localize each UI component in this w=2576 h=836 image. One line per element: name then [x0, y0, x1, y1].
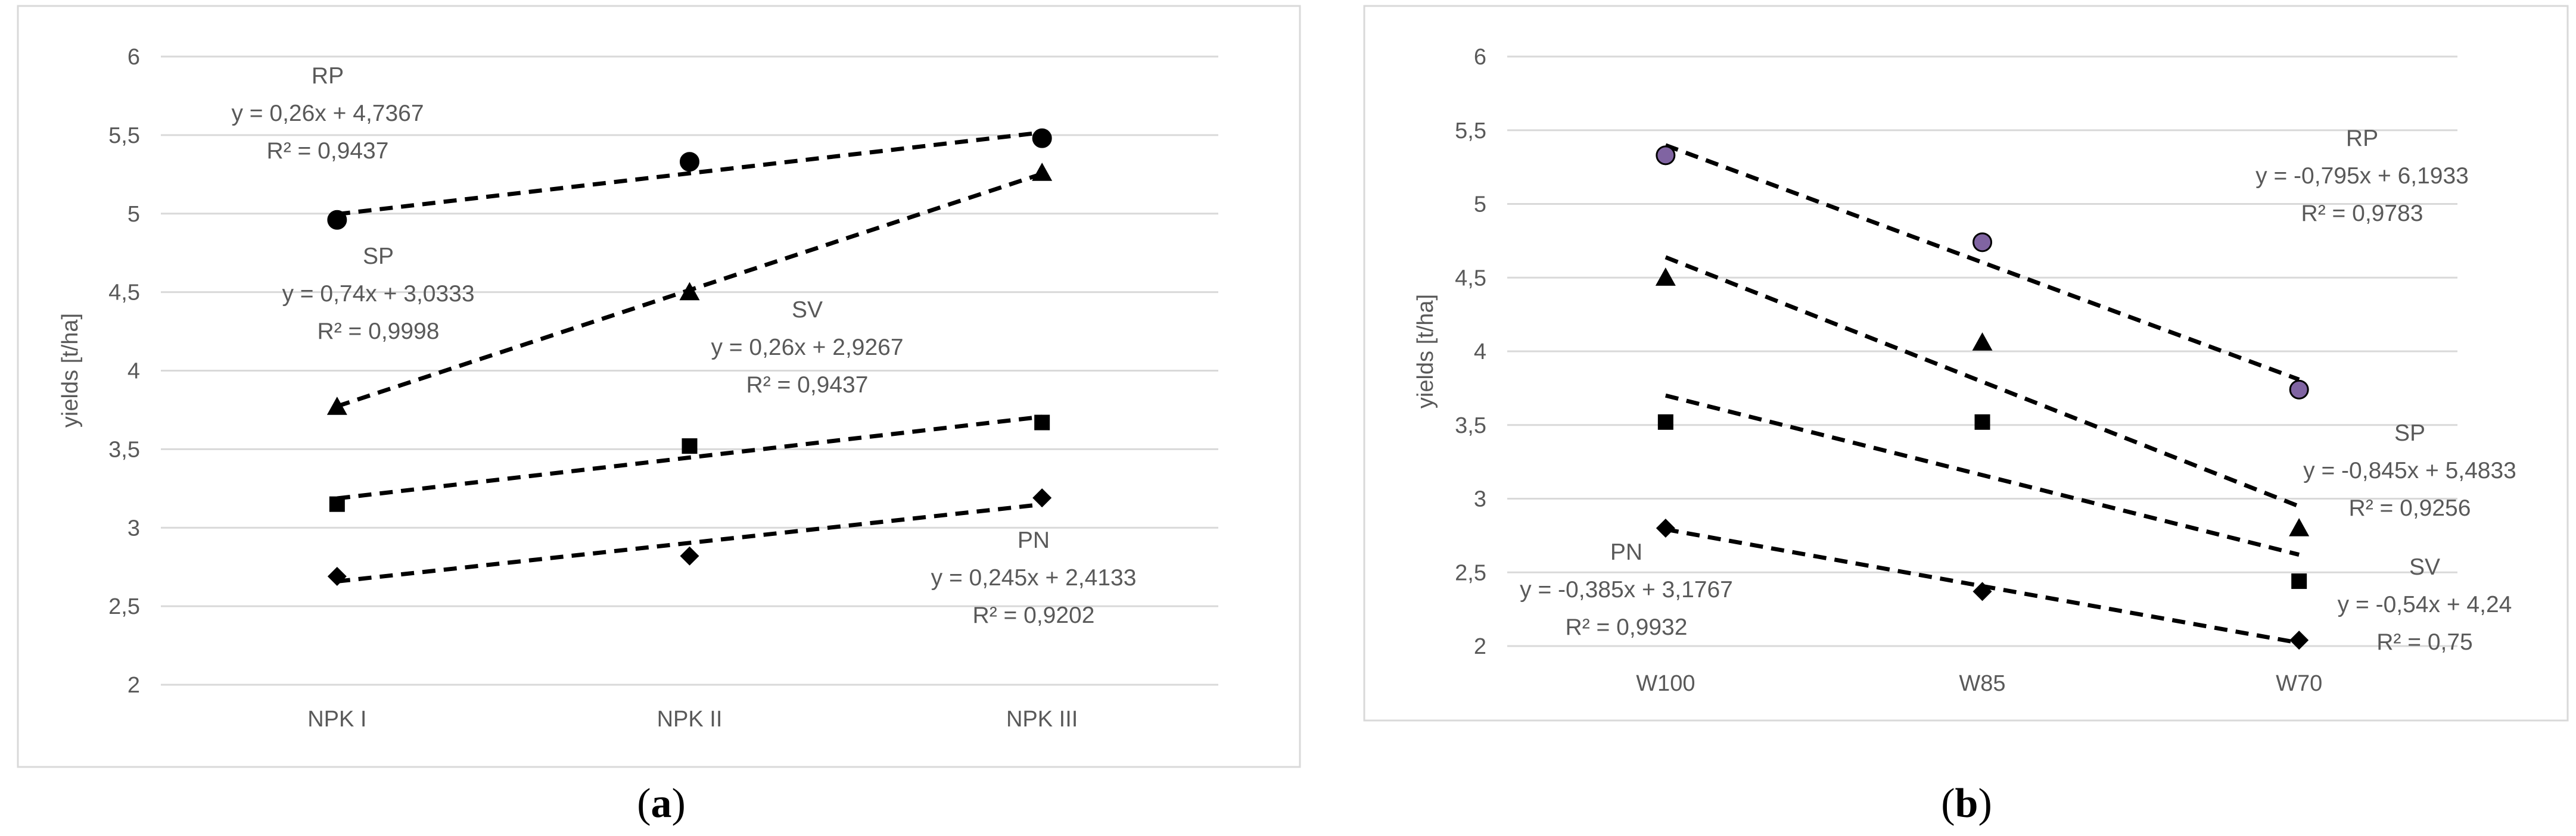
trend-r2-sv: R² = 0,9437	[746, 372, 869, 398]
point-sp	[2289, 518, 2310, 536]
trend-r2-pn: R² = 0,9932	[1566, 614, 1688, 640]
point-sp	[1655, 267, 1676, 286]
trend-equation-sp: y = 0,74x + 3,0333	[282, 281, 474, 307]
point-sp	[1972, 332, 1993, 351]
trend-equation-sv: y = -0,54x + 4,24	[2338, 592, 2512, 617]
chart-panel-b: 2 2,5 3 3,5 4 4,5 5 5,5 6 W100 W85 W70 yields [t/ha]…	[1363, 5, 2569, 722]
y-axis-label: yields [t/ha]	[1413, 294, 1438, 408]
x-tick-label: W85	[1959, 671, 2005, 696]
point-rp	[2289, 379, 2309, 400]
point-rp	[1656, 145, 1676, 166]
trend-r2-sv: R² = 0,75	[2376, 629, 2473, 655]
y-tick-label: 3,5	[1455, 413, 1486, 438]
point-sp	[679, 282, 700, 301]
trendline-sv	[1665, 393, 2300, 557]
point-sv	[682, 438, 698, 454]
trend-equation-rp: y = 0,26x + 4,7367	[231, 101, 424, 126]
y-tick-label: 3	[127, 516, 140, 541]
point-pn	[680, 546, 699, 566]
y-tick-label: 5,5	[1455, 118, 1486, 144]
x-tick-label: NPK I	[307, 707, 366, 732]
point-sp	[326, 397, 347, 415]
trendline-sv	[337, 414, 1043, 501]
trendline-rp	[1665, 143, 2300, 382]
trendline-sp	[1665, 255, 2300, 509]
point-rp	[1032, 128, 1052, 148]
panel-a-caption: (a)	[637, 781, 686, 826]
y-tick-label: 4,5	[1455, 266, 1486, 291]
series-label-sv: SV	[792, 297, 823, 323]
series-label-sp: SP	[363, 244, 394, 269]
y-tick-label: 4,5	[108, 280, 140, 305]
series-label-sp: SP	[2394, 420, 2425, 446]
trend-r2-sp: R² = 0,9256	[2349, 495, 2471, 521]
y-tick-label: 2	[1474, 634, 1486, 659]
point-rp	[327, 210, 347, 230]
point-rp	[680, 152, 699, 172]
trend-equation-pn: y = -0,385x + 3,1767	[1520, 577, 1733, 603]
y-tick-label: 5	[1474, 192, 1486, 217]
point-pn	[327, 567, 347, 587]
point-sv	[1657, 414, 1673, 430]
y-tick-label: 3	[1474, 487, 1486, 512]
trend-r2-pn: R² = 0,9202	[973, 603, 1095, 628]
x-tick-label: NPK III	[1006, 707, 1078, 732]
x-tick-label: W100	[1636, 671, 1695, 696]
trend-equation-sp: y = -0,845x + 5,4833	[2303, 458, 2516, 483]
point-sv	[1034, 414, 1050, 431]
y-tick-label: 4	[1474, 339, 1486, 364]
series-label-sv: SV	[2409, 554, 2440, 580]
point-pn	[2289, 631, 2309, 650]
y-tick-label: 5	[127, 202, 140, 227]
trendline-rp	[337, 130, 1043, 217]
y-tick-label: 2,5	[108, 594, 140, 619]
series-label-rp: RP	[312, 63, 344, 89]
series-label-pn: PN	[1018, 528, 1050, 553]
trend-equation-pn: y = 0,245x + 2,4133	[931, 565, 1137, 591]
trend-equation-rp: y = -0,795x + 6,1933	[2255, 163, 2469, 189]
trend-r2-rp: R² = 0,9437	[267, 138, 389, 164]
y-tick-label: 6	[1474, 45, 1486, 70]
trend-equation-sv: y = 0,26x + 2,9267	[711, 335, 903, 360]
x-tick-label: NPK II	[657, 707, 723, 732]
y-tick-label: 2,5	[1455, 560, 1486, 585]
x-tick-label: W70	[2276, 671, 2322, 696]
point-sv	[329, 496, 345, 512]
chart-frame	[17, 5, 1301, 768]
point-sv	[2291, 573, 2307, 589]
trendline-pn	[337, 502, 1043, 584]
y-tick-label: 6	[127, 45, 140, 70]
chart-frame	[1363, 5, 2569, 722]
y-tick-label: 4	[127, 359, 140, 384]
point-sv	[1974, 414, 1990, 430]
trend-r2-sp: R² = 0,9998	[318, 319, 440, 344]
point-pn	[1973, 582, 1992, 601]
y-tick-label: 3,5	[108, 437, 140, 462]
point-sp	[1032, 163, 1053, 181]
point-pn	[1032, 488, 1052, 508]
point-pn	[1656, 519, 1675, 538]
series-label-pn: PN	[1610, 539, 1642, 565]
y-axis-label: yields [t/ha]	[58, 313, 83, 428]
y-tick-label: 5,5	[108, 123, 140, 148]
panel-b-caption: (b)	[1941, 781, 1992, 826]
trend-r2-rp: R² = 0,9783	[2301, 201, 2423, 226]
point-rp	[1973, 232, 1992, 252]
y-tick-label: 2	[127, 673, 140, 698]
series-label-rp: RP	[2346, 126, 2378, 151]
chart-panel-a: 2 2,5 3 3,5 4 4,5 5 5,5 6 NPK I NPK II NPK III yield…	[17, 5, 1301, 768]
